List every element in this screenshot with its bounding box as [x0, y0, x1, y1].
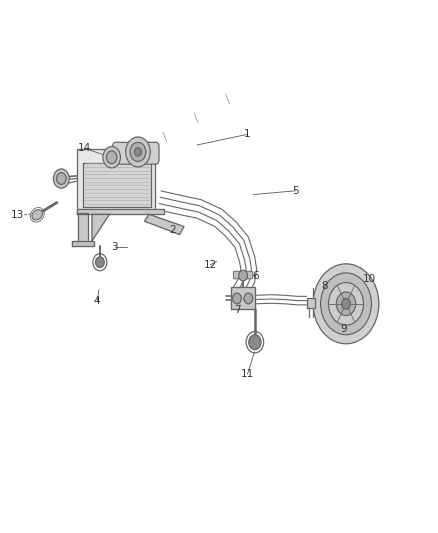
Text: 11: 11: [241, 369, 254, 379]
Polygon shape: [77, 149, 155, 213]
Circle shape: [57, 173, 66, 184]
Text: 8: 8: [321, 281, 328, 291]
Polygon shape: [77, 209, 164, 214]
FancyBboxPatch shape: [233, 271, 253, 279]
Circle shape: [342, 298, 350, 309]
Polygon shape: [78, 213, 88, 245]
Circle shape: [103, 147, 120, 168]
Circle shape: [249, 335, 261, 350]
Circle shape: [321, 273, 371, 335]
Circle shape: [328, 282, 364, 325]
Circle shape: [336, 292, 356, 316]
Polygon shape: [307, 298, 315, 308]
Polygon shape: [83, 163, 151, 207]
Circle shape: [233, 293, 241, 304]
Text: 4: 4: [94, 296, 101, 306]
Circle shape: [126, 137, 150, 167]
Text: 7: 7: [234, 305, 241, 315]
Text: 3: 3: [111, 242, 118, 252]
Text: 5: 5: [292, 186, 299, 196]
Circle shape: [313, 264, 379, 344]
Text: 6: 6: [252, 271, 259, 280]
Polygon shape: [231, 287, 255, 309]
Polygon shape: [92, 214, 110, 241]
Text: 10: 10: [363, 274, 376, 284]
Circle shape: [95, 257, 104, 268]
Circle shape: [134, 148, 141, 156]
Circle shape: [239, 270, 247, 281]
Text: 1: 1: [244, 130, 251, 139]
Circle shape: [106, 151, 117, 164]
Circle shape: [130, 142, 146, 161]
Text: 9: 9: [340, 325, 347, 334]
Text: 12: 12: [204, 260, 217, 270]
Text: 13: 13: [11, 210, 24, 220]
Ellipse shape: [32, 209, 42, 220]
Text: 2: 2: [170, 225, 177, 235]
Circle shape: [53, 169, 69, 188]
Polygon shape: [72, 241, 94, 246]
Polygon shape: [145, 214, 184, 235]
Circle shape: [244, 293, 253, 304]
Text: 14: 14: [78, 143, 91, 153]
FancyBboxPatch shape: [113, 142, 159, 164]
